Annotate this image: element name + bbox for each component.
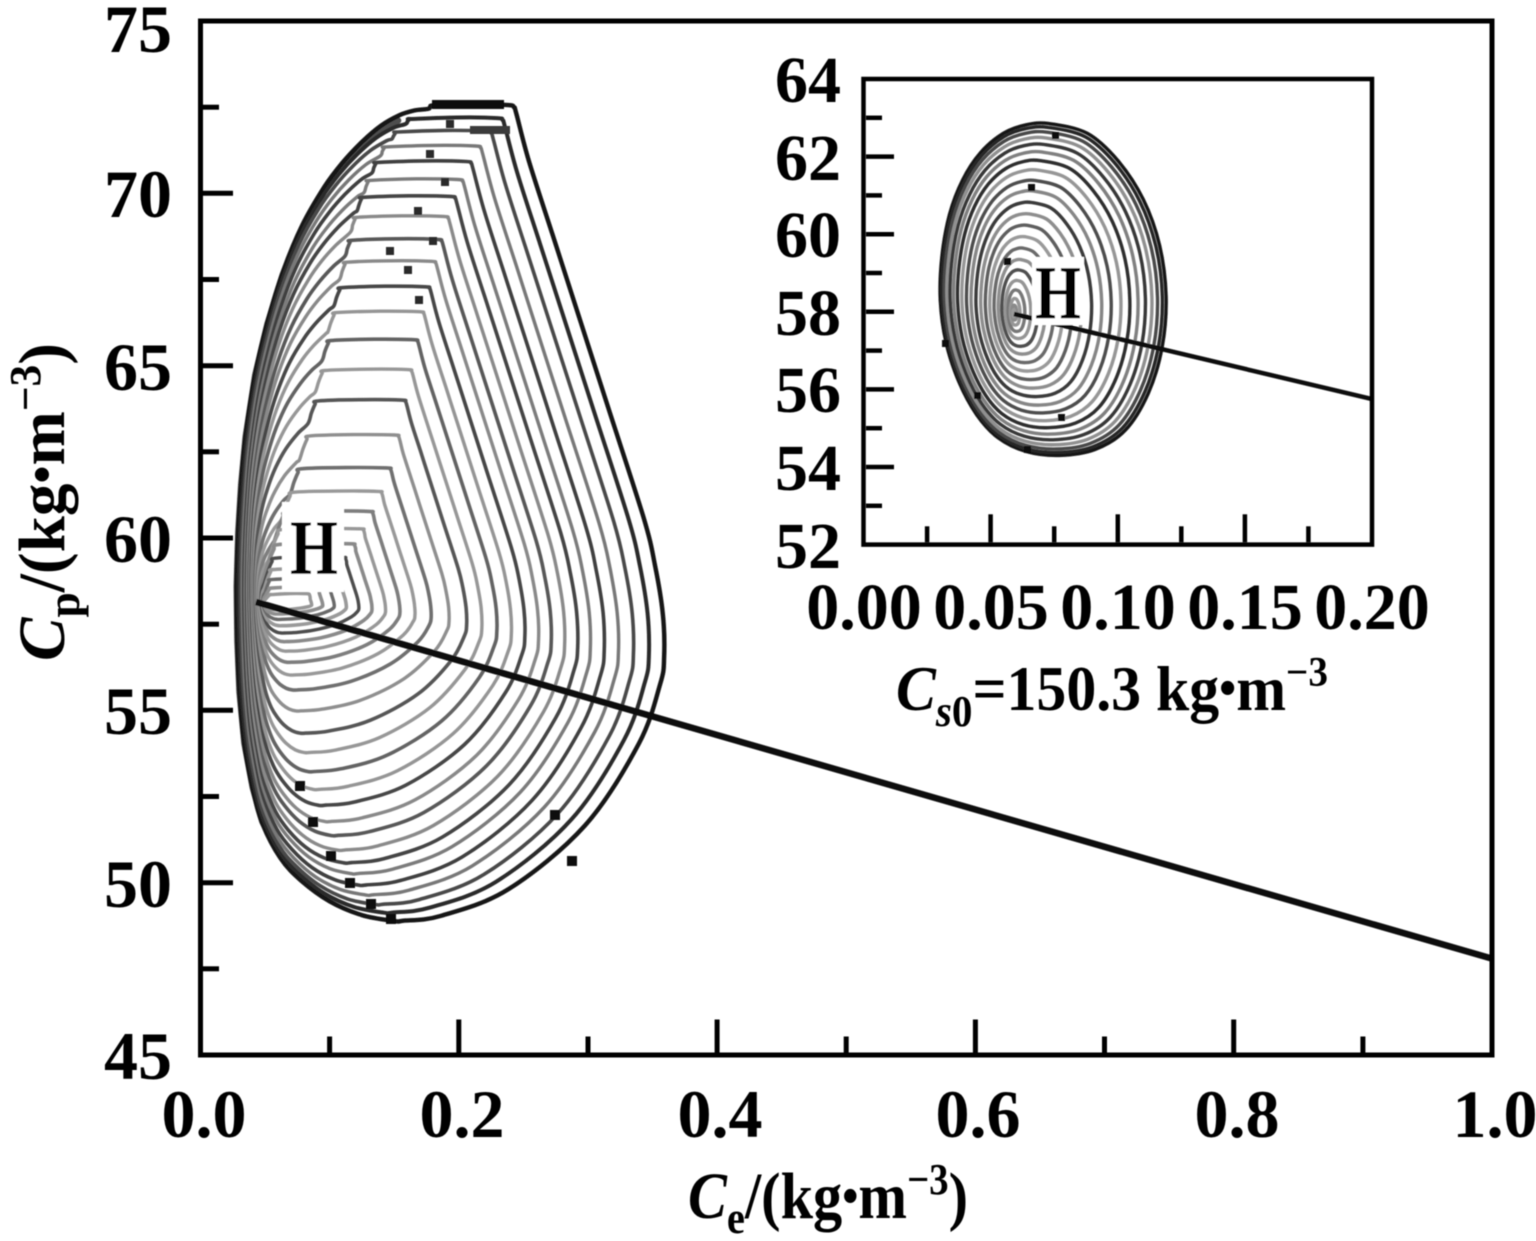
svg-text:75: 75 <box>104 0 172 67</box>
svg-text:55: 55 <box>104 673 172 749</box>
svg-text:Cs0=150.3 kg•m−3: Cs0=150.3 kg•m−3 <box>896 650 1328 736</box>
svg-text:60: 60 <box>775 199 841 272</box>
svg-text:0.15: 0.15 <box>1187 571 1303 644</box>
svg-text:45: 45 <box>104 1018 172 1094</box>
svg-text:56: 56 <box>775 354 841 427</box>
svg-text:52: 52 <box>775 510 841 583</box>
svg-text:0.05: 0.05 <box>933 571 1049 644</box>
svg-text:0.20: 0.20 <box>1314 571 1430 644</box>
svg-text:65: 65 <box>104 329 172 405</box>
svg-text:60: 60 <box>104 501 172 577</box>
svg-text:0.8: 0.8 <box>1195 1076 1280 1152</box>
svg-text:0.2: 0.2 <box>420 1076 505 1152</box>
svg-text:H: H <box>290 504 338 591</box>
svg-text:64: 64 <box>775 44 841 117</box>
svg-text:70: 70 <box>104 156 172 232</box>
svg-text:0.00: 0.00 <box>806 571 922 644</box>
svg-text:62: 62 <box>775 122 841 195</box>
svg-text:Cp/(kg•m−3): Cp/(kg•m−3) <box>1 343 89 661</box>
svg-text:0.10: 0.10 <box>1060 571 1176 644</box>
svg-text:0.0: 0.0 <box>162 1076 247 1152</box>
svg-text:0.6: 0.6 <box>936 1076 1021 1152</box>
svg-text:54: 54 <box>775 432 841 505</box>
svg-text:50: 50 <box>104 846 172 922</box>
svg-text:1.0: 1.0 <box>1453 1076 1536 1152</box>
svg-text:58: 58 <box>775 277 841 350</box>
svg-text:0.4: 0.4 <box>678 1076 763 1152</box>
svg-text:Ce/(kg•m−3): Ce/(kg•m−3) <box>688 1155 968 1241</box>
svg-text:H: H <box>1035 251 1081 335</box>
